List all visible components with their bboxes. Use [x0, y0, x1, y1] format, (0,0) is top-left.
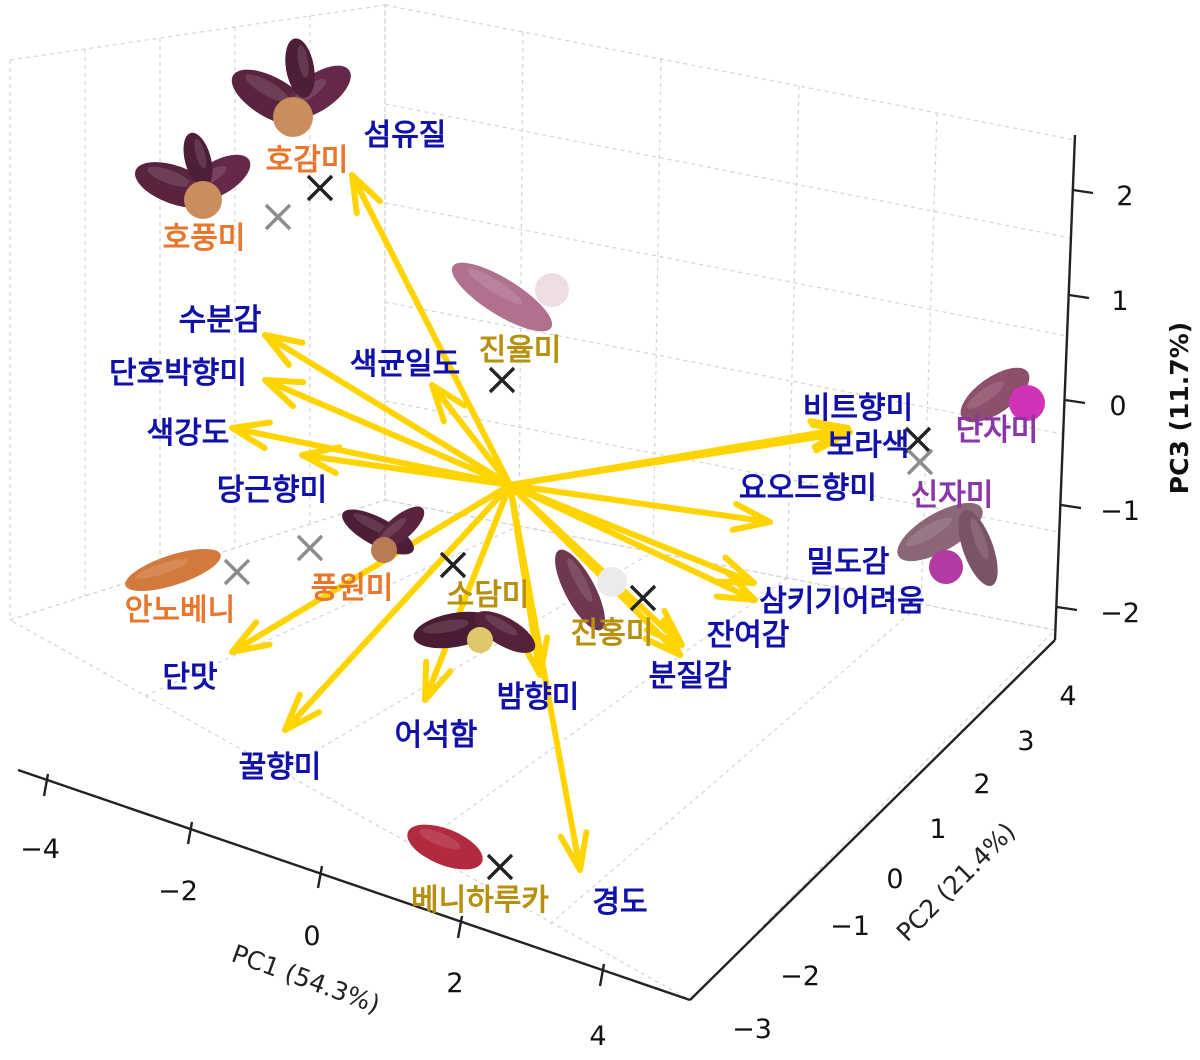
attribute-label-요오드향미: 요오드향미: [739, 471, 877, 506]
thumbnail-호감미: [231, 38, 351, 137]
attribute-label-밤향미: 밤향미: [497, 680, 580, 715]
thumbnail-베니하루카: [407, 824, 483, 870]
thumbnail-호풍미: [135, 132, 251, 219]
attribute-label-섬유질: 섬유질: [364, 118, 447, 153]
pc3-tick-label: −1: [1100, 496, 1140, 527]
vector-색균일도: [429, 382, 513, 488]
cultivar-label-신자미: 신자미: [911, 478, 994, 513]
pc3-tick-label: −2: [1100, 598, 1140, 629]
pc1-tick-label: 4: [589, 1021, 606, 1052]
marker-진홍미: [629, 584, 657, 612]
pc2-tick-label: 4: [1059, 681, 1076, 712]
cultivar-label-단자미: 단자미: [956, 413, 1039, 448]
attribute-label-경도: 경도: [592, 885, 647, 920]
vector-요오드향미: [507, 482, 773, 533]
pc1-tick-label: −2: [158, 876, 198, 907]
axes: [17, 134, 1094, 1002]
pc2-tick-label: 1: [929, 814, 946, 845]
cultivar-label-소담미: 소담미: [447, 578, 530, 613]
attribute-label-삼키기어려움: 삼키기어려움: [759, 584, 925, 619]
marker-단자미: [904, 426, 932, 454]
cultivar-label-진홍미: 진홍미: [571, 616, 654, 651]
thumbnail-진홍미: [555, 549, 627, 631]
vector-당근향미: [299, 444, 513, 488]
attribute-label-보라색: 보라색: [827, 428, 910, 463]
attribute-label-어석함: 어석함: [395, 718, 478, 753]
marker-안노베니: [223, 558, 251, 586]
pc1-tick-label: 2: [446, 968, 463, 999]
vector-삼키기어려움: [507, 482, 758, 603]
pc3-tick-label: 1: [1111, 286, 1128, 317]
cultivar-label-호풍미: 호풍미: [163, 221, 246, 256]
vector-어석함: [422, 482, 513, 703]
cultivar-label-풍원미: 풍원미: [311, 571, 394, 606]
pc2-tick-label: −2: [780, 961, 820, 992]
pc2-tick-label: 3: [1017, 726, 1034, 757]
cultivar-thumbnails: [125, 38, 1045, 870]
attribute-label-수분감: 수분감: [179, 303, 262, 338]
marker-신자미: [906, 448, 934, 476]
attribute-label-당근향미: 당근향미: [217, 473, 327, 508]
pc2-tick-label: 2: [973, 769, 990, 800]
attribute-label-꿀향미: 꿀향미: [239, 750, 322, 785]
marker-소담미: [439, 551, 467, 579]
marker-베니하루카: [486, 853, 514, 881]
attribute-label-색균일도: 색균일도: [350, 347, 460, 382]
vector-단호박향미: [262, 377, 513, 488]
pc1-tick-label: −4: [20, 834, 60, 865]
vector-경도: [507, 482, 590, 873]
attribute-label-잔여감: 잔여감: [707, 618, 790, 653]
vector-단맛: [229, 482, 513, 655]
thumbnail-신자미: [897, 502, 998, 586]
attribute-label-분질감: 분질감: [649, 659, 732, 694]
vector-수분감: [262, 332, 513, 488]
pc1-axis: [17, 768, 691, 1002]
attribute-label-색강도: 색강도: [147, 416, 230, 451]
cultivar-label-진율미: 진율미: [479, 333, 562, 368]
thumbnail-풍원미: [342, 506, 425, 563]
pc2-tick-label: 0: [886, 864, 903, 895]
pc3-tick-label: 2: [1116, 181, 1133, 212]
vector-섬유질: [349, 172, 513, 488]
marker-호풍미: [264, 203, 292, 231]
attribute-label-밀도감: 밀도감: [807, 545, 890, 580]
thumbnail-소담미: [413, 611, 536, 653]
vector-꿀향미: [282, 482, 513, 733]
thumbnail-진율미: [451, 262, 569, 332]
thumbnail-안노베니: [125, 548, 221, 592]
attribute-label-단호박향미: 단호박향미: [109, 356, 247, 391]
loading-vectors: [229, 172, 853, 873]
vector-분질감: [507, 482, 683, 658]
attribute-label-단맛: 단맛: [162, 660, 218, 695]
cultivar-markers: [223, 174, 934, 881]
pc3-axis: [1053, 134, 1077, 641]
pc2-axis: [689, 639, 1056, 1001]
vector-보라색: [507, 421, 853, 488]
attribute-label-비트향미: 비트향미: [803, 391, 913, 426]
pc3-tick-label: 0: [1109, 391, 1126, 422]
pc1-tick-label: 0: [303, 921, 320, 952]
marker-진율미: [488, 366, 516, 394]
marker-풍원미: [296, 534, 324, 562]
pc3-axis-label: PC3 (11.7%): [1165, 322, 1194, 494]
marker-호감미: [306, 174, 334, 202]
thumbnail-단자미: [960, 367, 1045, 423]
pc2-tick-label: −3: [732, 1014, 772, 1045]
cultivar-label-안노베니: 안노베니: [125, 593, 235, 628]
pc2-tick-label: −1: [830, 911, 870, 942]
cultivar-label-호감미: 호감미: [266, 143, 349, 178]
cultivar-label-베니하루카: 베니하루카: [411, 883, 549, 918]
pc2-axis-label: PC2 (21.4%): [891, 817, 1021, 947]
